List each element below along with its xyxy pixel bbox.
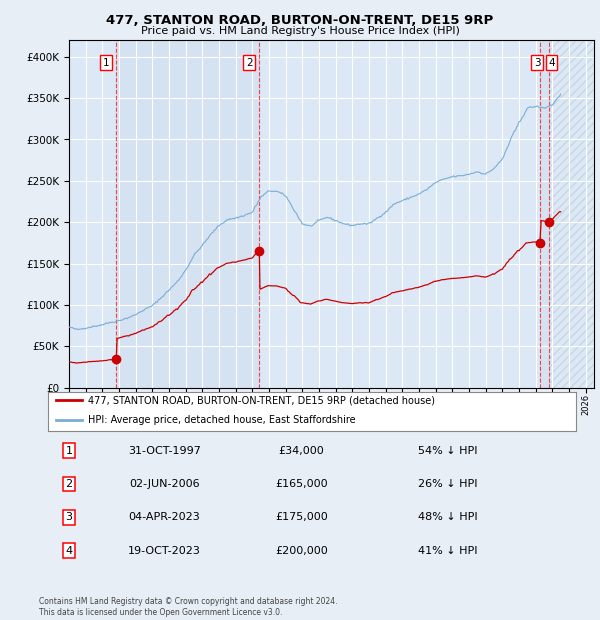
Bar (540, 40, 549, 388)
Bar (549, 40, 594, 388)
Text: Contains HM Land Registry data © Crown copyright and database right 2024.
This d: Contains HM Land Registry data © Crown c… (39, 598, 337, 617)
Text: £34,000: £34,000 (278, 446, 325, 456)
Text: 4: 4 (548, 58, 555, 68)
Text: HPI: Average price, detached house, East Staffordshire: HPI: Average price, detached house, East… (88, 415, 355, 425)
Text: 2: 2 (246, 58, 253, 68)
Text: 477, STANTON ROAD, BURTON-ON-TRENT, DE15 9RP: 477, STANTON ROAD, BURTON-ON-TRENT, DE15… (106, 14, 494, 27)
Text: 3: 3 (534, 58, 541, 68)
Text: 1: 1 (103, 58, 110, 68)
Text: £200,000: £200,000 (275, 546, 328, 556)
Text: 54% ↓ HPI: 54% ↓ HPI (418, 446, 477, 456)
Text: 4: 4 (65, 546, 73, 556)
Text: 48% ↓ HPI: 48% ↓ HPI (418, 512, 477, 522)
Text: 26% ↓ HPI: 26% ↓ HPI (418, 479, 477, 489)
Text: 2: 2 (65, 479, 73, 489)
Text: 3: 3 (65, 512, 73, 522)
Text: 31-OCT-1997: 31-OCT-1997 (128, 446, 200, 456)
Text: 02-JUN-2006: 02-JUN-2006 (129, 479, 199, 489)
Bar (549, 40, 594, 388)
Bar (116, 40, 259, 388)
Text: £165,000: £165,000 (275, 479, 328, 489)
Text: 41% ↓ HPI: 41% ↓ HPI (418, 546, 477, 556)
Text: 1: 1 (65, 446, 73, 456)
Text: £175,000: £175,000 (275, 512, 328, 522)
Text: 477, STANTON ROAD, BURTON-ON-TRENT, DE15 9RP (detached house): 477, STANTON ROAD, BURTON-ON-TRENT, DE15… (88, 396, 434, 405)
Text: Price paid vs. HM Land Registry's House Price Index (HPI): Price paid vs. HM Land Registry's House … (140, 26, 460, 36)
Text: 04-APR-2023: 04-APR-2023 (128, 512, 200, 522)
Text: 19-OCT-2023: 19-OCT-2023 (128, 546, 200, 556)
